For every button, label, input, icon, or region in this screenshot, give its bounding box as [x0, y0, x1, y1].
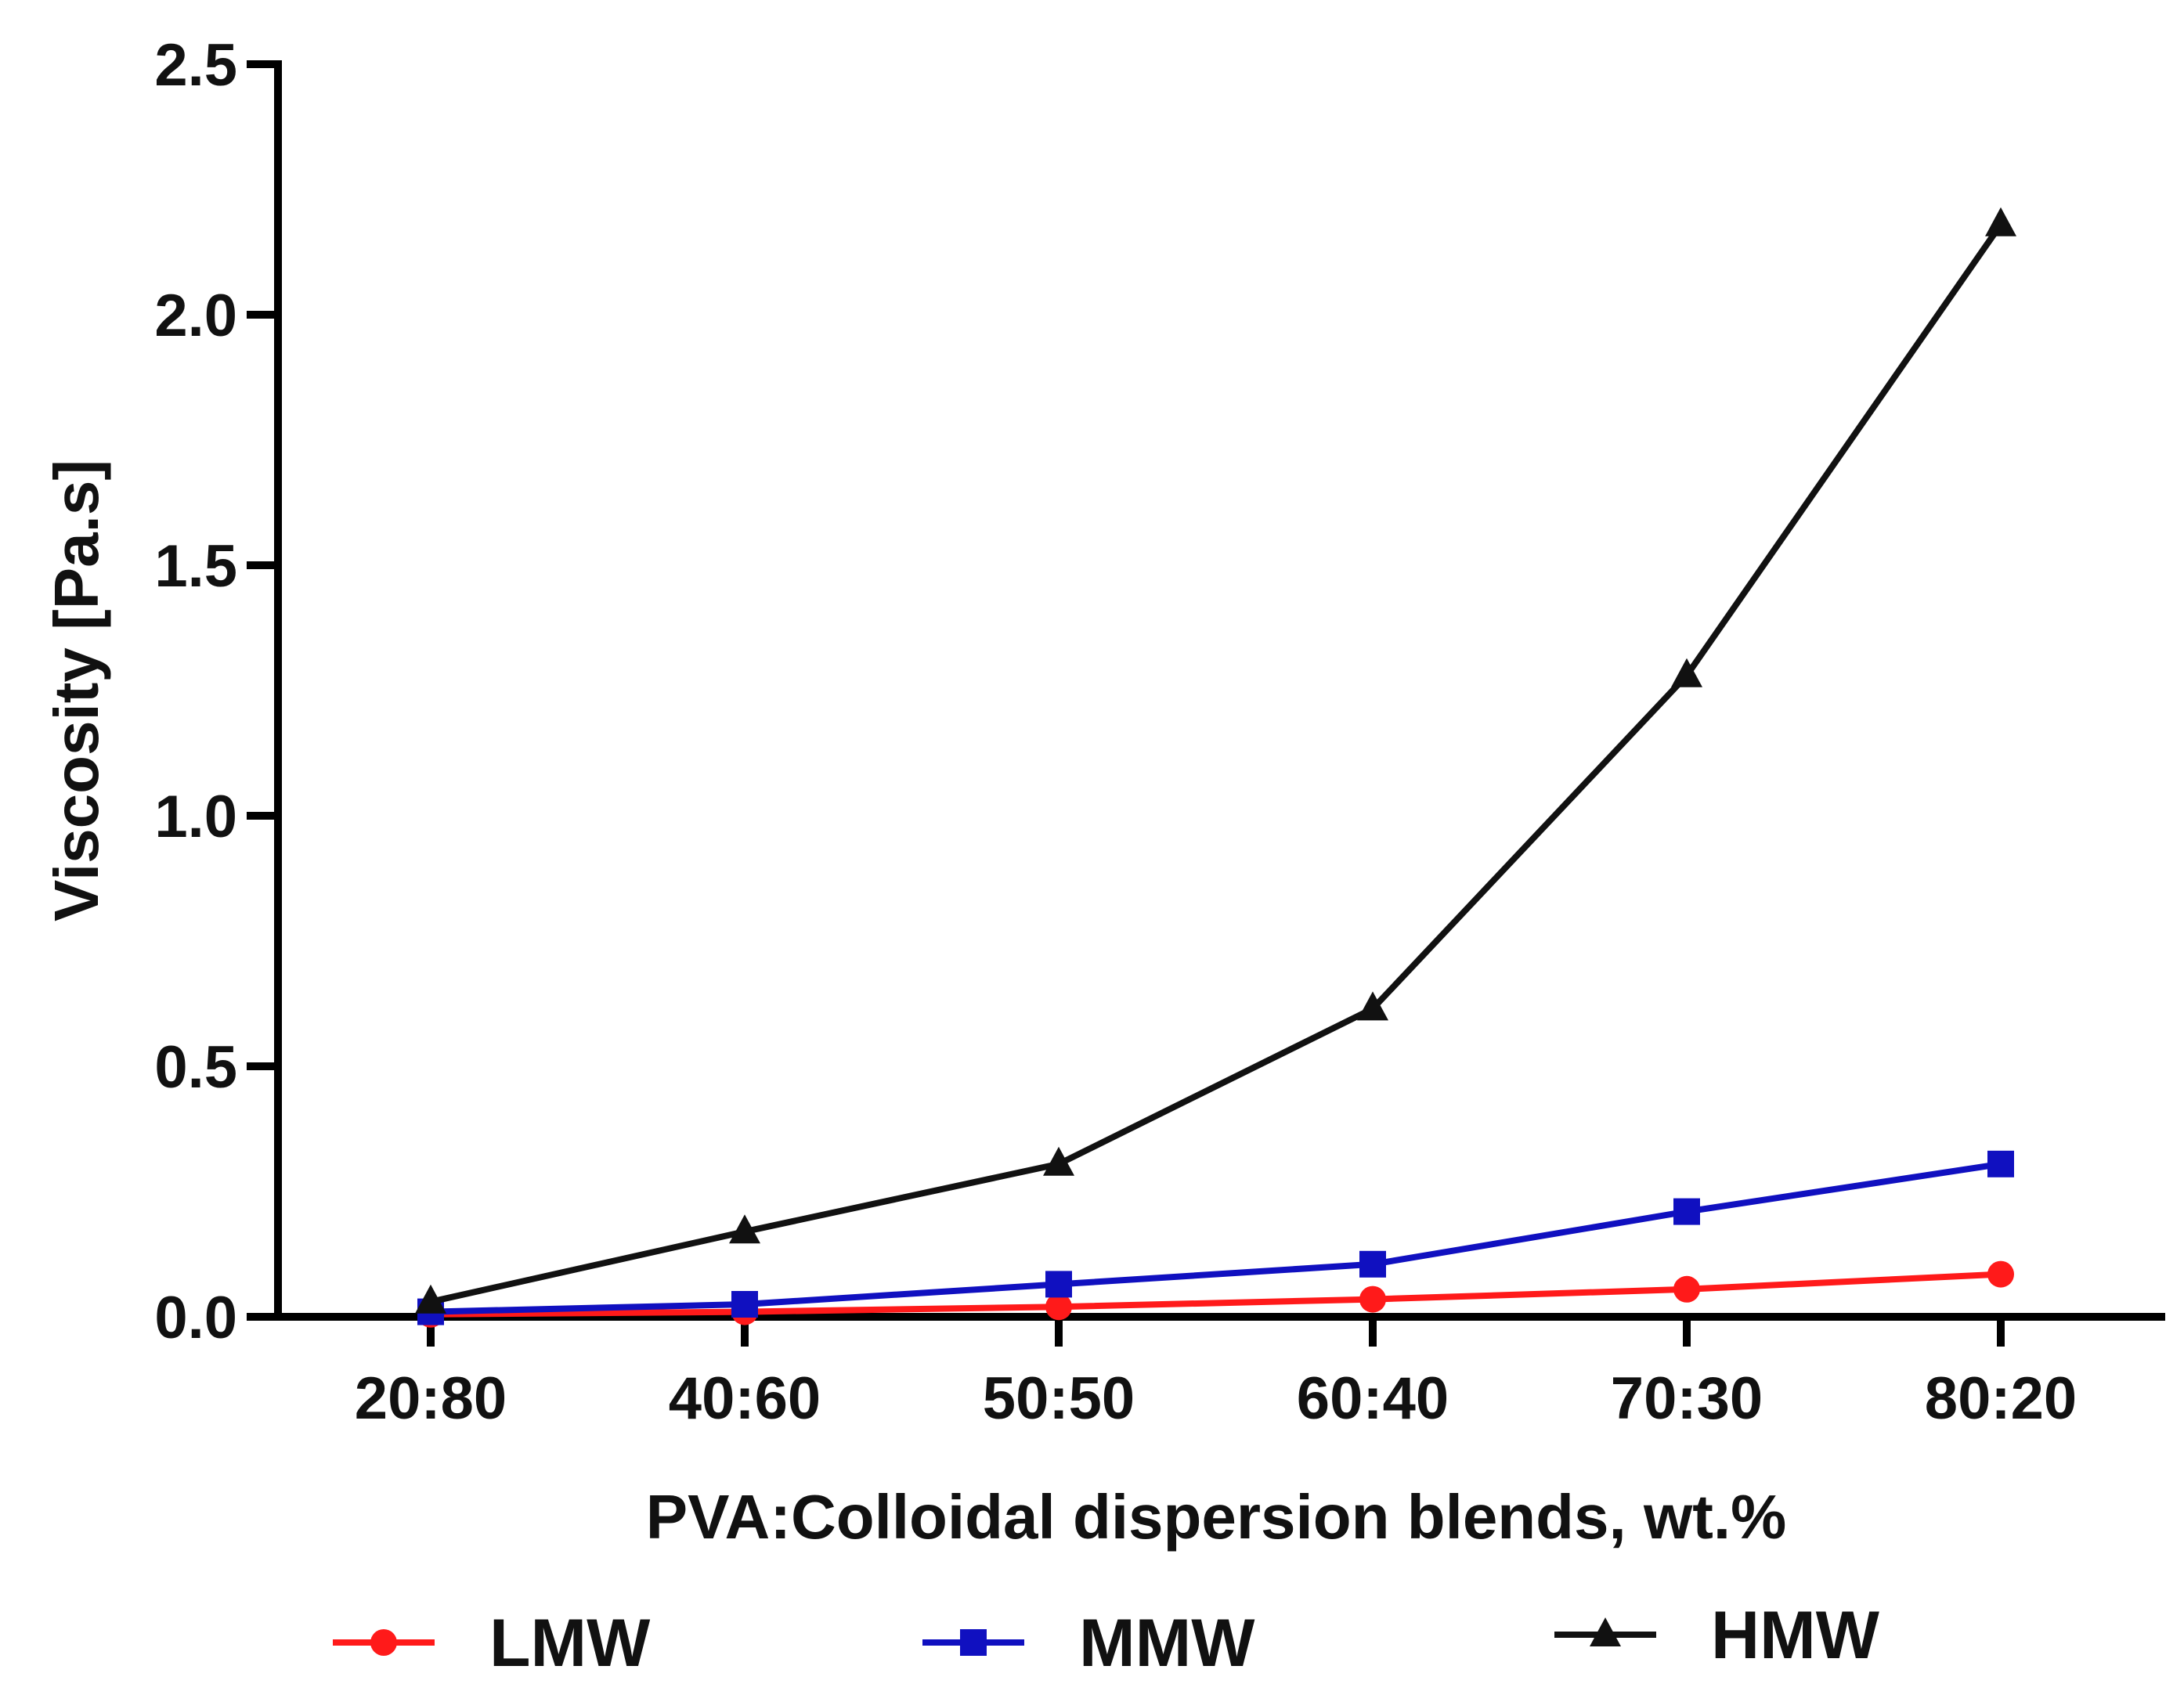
data-point-lmw — [1359, 1286, 1386, 1313]
data-point-mmw — [1045, 1271, 1072, 1298]
data-point-lmw — [1987, 1260, 2014, 1288]
y-tick-label: 0.5 — [154, 1034, 237, 1101]
x-ticks: 20:80 40:60 50:50 60:40 70:30 80:20 — [355, 1317, 2077, 1432]
data-point-mmw — [1673, 1198, 1700, 1225]
data-point-mmw — [1359, 1250, 1386, 1278]
legend-label: MMW — [1079, 1606, 1255, 1681]
series-layer — [415, 207, 2016, 1328]
x-tick-label: 80:20 — [1925, 1365, 2077, 1432]
y-axis-title: Viscosity [Pa.s] — [42, 460, 111, 921]
series-hmw — [415, 207, 2016, 1314]
legend-marker-square — [960, 1629, 987, 1656]
legend-marker-circle — [370, 1629, 397, 1656]
y-tick-label: 1.0 — [154, 784, 237, 850]
y-tick-label: 1.5 — [154, 533, 237, 600]
data-point-hmw — [1043, 1146, 1074, 1176]
series-line-lmw — [430, 1271, 2002, 1318]
x-tick-label: 60:40 — [1297, 1365, 1449, 1432]
axes — [274, 60, 2165, 1321]
x-axis-title: PVA:Colloidal dispersion blends, wt.% — [646, 1482, 1786, 1552]
y-tick-label: 2.0 — [154, 283, 237, 349]
x-tick-label: 50:50 — [983, 1365, 1135, 1432]
data-point-lmw — [1673, 1275, 1700, 1303]
data-point-hmw — [729, 1214, 760, 1244]
series-mmw — [417, 1150, 2014, 1325]
series-line-hmw — [430, 222, 2004, 1305]
x-tick-label: 40:60 — [669, 1365, 821, 1432]
data-point-mmw — [731, 1291, 758, 1318]
data-point-hmw — [1985, 207, 2016, 236]
data-point-lmw — [1045, 1293, 1072, 1321]
y-tick-label: 0.0 — [154, 1285, 237, 1351]
series-line-mmw — [430, 1160, 2002, 1315]
x-tick-label: 20:80 — [355, 1365, 507, 1432]
legend-marker-triangle — [1590, 1617, 1621, 1646]
legend-label: LMW — [489, 1606, 651, 1681]
legend: LMW MMW HMW — [333, 1598, 1880, 1681]
data-point-hmw — [415, 1284, 446, 1314]
y-tick-label: 2.5 — [154, 32, 237, 99]
legend-label: HMW — [1711, 1598, 1880, 1673]
data-point-hmw — [1671, 658, 1702, 687]
x-tick-label: 70:30 — [1611, 1365, 1763, 1432]
data-point-mmw — [1987, 1150, 2014, 1177]
legend-item-lmw: LMW — [333, 1606, 651, 1681]
legend-item-mmw: MMW — [922, 1606, 1255, 1681]
legend-item-hmw: HMW — [1554, 1598, 1880, 1673]
data-point-hmw — [1357, 991, 1388, 1021]
y-ticks: 0.0 0.5 1.0 1.5 2.0 2.5 — [154, 32, 278, 1351]
